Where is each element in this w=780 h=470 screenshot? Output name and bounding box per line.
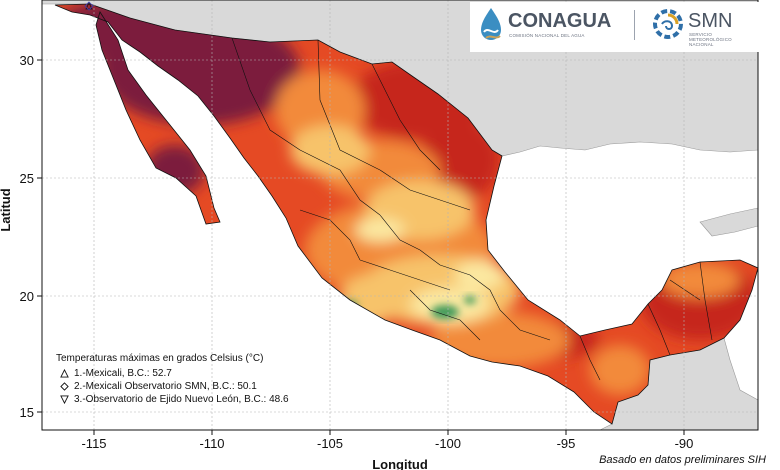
triangle-icon [58,369,70,378]
smn-wordmark: SMN [688,10,733,32]
x-tick-label: -115 [81,436,106,451]
y-axis-label: Latitud [0,188,13,231]
legend-item-text: 3.-Observatorio de Ejido Nuevo León, B.C… [74,394,289,405]
smn-subtitle-1: SERVICIO [689,32,713,37]
x-tick-label: -90 [675,436,694,451]
conagua-logo-icon [481,8,501,40]
y-tick-label: 30 [20,53,34,68]
legend-item: 2.-Mexicali Observatorio SMN, B.C.: 50.1 [58,380,356,393]
x-tick-label: -100 [435,436,461,451]
data-source-footnote: Basado en datos preliminares SIH [599,454,766,466]
legend-item-text: 2.-Mexicali Observatorio SMN, B.C.: 50.1 [74,381,257,392]
legend-item-text: 1.-Mexicali, B.C.: 52.7 [74,368,172,379]
x-axis-label: Longitud [372,457,428,470]
x-tick-label: -110 [199,436,224,451]
legend: Temperaturas máximas en grados Celsius (… [56,352,356,406]
x-tick-label: -95 [557,436,576,451]
cuba-landmass [699,207,758,237]
legend-title: Temperaturas máximas en grados Celsius (… [56,353,264,364]
logos-bar: CONAGUA COMISIÓN NACIONAL DEL AGUA SMN S… [470,2,770,52]
station-marker-diamond [84,1,94,11]
plot-frame [41,0,759,431]
station-marker-triangle [85,2,93,10]
axis-ticks [37,59,685,435]
smn-logo-icon [653,9,683,39]
baja-california-coastline [95,11,221,225]
y-tick-label: 20 [20,289,34,304]
y-tick-label: 15 [20,405,34,420]
smn-subtitle-3: NACIONAL [689,42,714,47]
diamond-icon [58,382,70,391]
graticule [42,0,758,430]
logo-divider [634,10,635,40]
y-tick-label: 25 [20,171,34,186]
conagua-subtitle: COMISIÓN NACIONAL DEL AGUA [509,33,585,38]
legend-item: 3.-Observatorio de Ejido Nuevo León, B.C… [58,393,356,406]
conagua-wordmark: CONAGUA [508,10,612,32]
x-tick-label: -105 [317,436,343,451]
mexico-coastline [54,3,758,425]
smn-subtitle-2: METEOROLÓGICO [689,37,732,42]
legend-item: 1.-Mexicali, B.C.: 52.7 [58,367,356,380]
down-triangle-icon [58,395,70,404]
